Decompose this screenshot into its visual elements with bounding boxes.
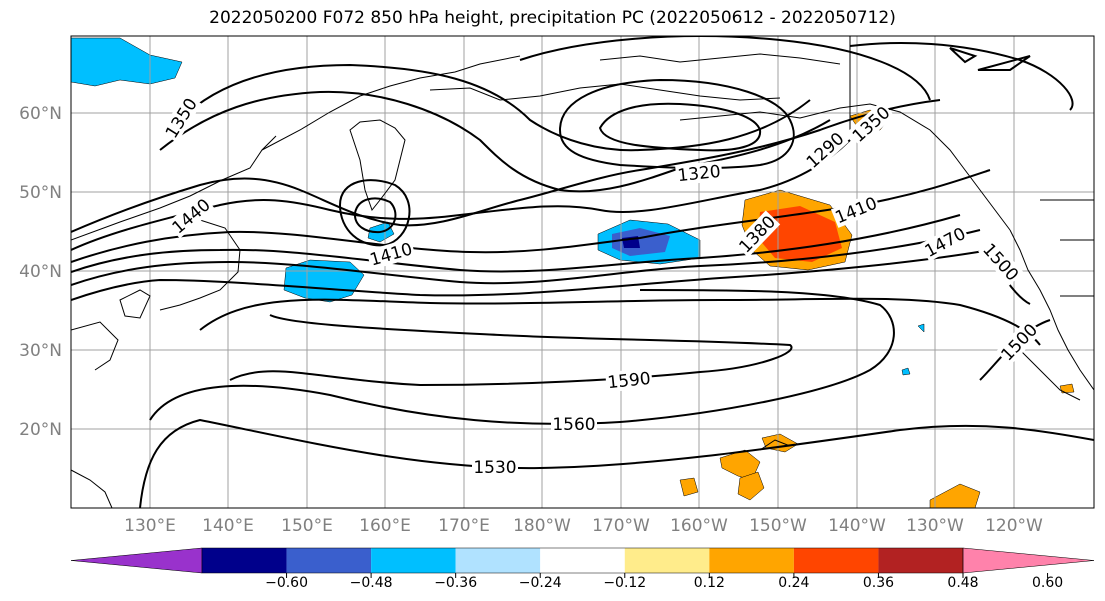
lon-label: 180°W xyxy=(513,516,571,536)
lat-label: 40°N xyxy=(19,262,62,282)
colorbar-tick-label: 0.48 xyxy=(947,575,978,591)
lat-label: 60°N xyxy=(19,104,62,124)
contour-label: 1530 xyxy=(473,458,516,478)
colorbar-tick-label: −0.60 xyxy=(265,575,308,591)
colorbar-segment xyxy=(540,548,625,573)
lat-label: 30°N xyxy=(19,341,62,361)
colorbar-segment xyxy=(455,548,541,573)
colorbar-segment xyxy=(624,548,710,573)
lon-label: 130°E xyxy=(124,516,176,536)
lon-label: 160°W xyxy=(670,516,728,536)
colorbar-segment xyxy=(371,548,456,573)
longitude-labels: 130°E 140°E 150°E 160°E 170°E 180°W 170°… xyxy=(124,516,1043,536)
lat-label: 50°N xyxy=(19,183,62,203)
colorbar-tick-label: 0.60 xyxy=(1032,575,1063,591)
colorbar-frame xyxy=(201,547,964,574)
colorbar-segment xyxy=(70,547,203,574)
contour-label: 1590 xyxy=(607,369,652,393)
map-title: 2022050200 F072 850 hPa height, precipit… xyxy=(209,8,896,28)
colorbar-segment xyxy=(286,548,372,573)
lon-label: 140°E xyxy=(202,516,254,536)
colorbar-segment xyxy=(793,548,879,573)
colorbar: −0.60 −0.48 −0.36 −0.24 −0.12 0.12 0.24 0.36 0.4… xyxy=(70,547,1095,591)
lon-label: 170°E xyxy=(438,516,490,536)
colorbar-tick-label: 0.24 xyxy=(778,575,809,591)
colorbar-tick-label: 0.12 xyxy=(694,575,725,591)
colorbar-segment xyxy=(202,548,287,573)
colorbar-segment xyxy=(962,547,1095,574)
lon-label: 170°W xyxy=(592,516,650,536)
contour-label: 1320 xyxy=(677,162,722,186)
latitude-labels: 60°N 50°N 40°N 30°N 20°N xyxy=(19,104,62,440)
colorbar-tick-label: −0.48 xyxy=(350,575,393,591)
lon-label: 160°E xyxy=(359,516,411,536)
map-plot-area xyxy=(71,36,1094,508)
colorbar-tick-label: −0.24 xyxy=(519,575,562,591)
colorbar-segment xyxy=(709,548,794,573)
contour-label: 1560 xyxy=(552,415,595,435)
colorbar-tick-label: −0.12 xyxy=(603,575,646,591)
colorbar-segment xyxy=(878,548,963,573)
lon-label: 120°W xyxy=(985,516,1043,536)
lon-label: 150°W xyxy=(749,516,807,536)
colorbar-tick-label: −0.36 xyxy=(434,575,477,591)
lat-label: 20°N xyxy=(19,420,62,440)
lon-label: 150°E xyxy=(281,516,333,536)
colorbar-tick-label: 0.36 xyxy=(863,575,894,591)
map-frame xyxy=(70,35,1095,509)
lon-label: 130°W xyxy=(906,516,964,536)
lon-label: 140°W xyxy=(828,516,886,536)
coastlines xyxy=(71,36,1094,508)
